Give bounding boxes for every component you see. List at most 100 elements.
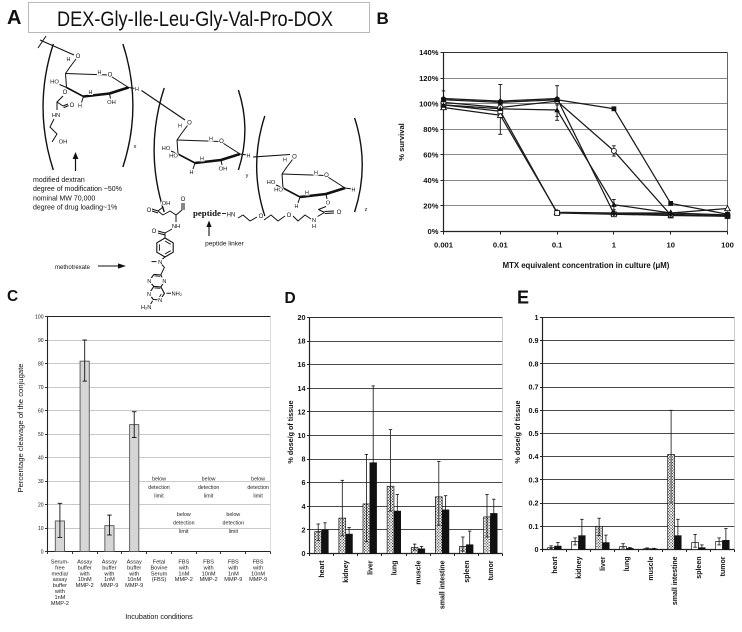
svg-text:0.3: 0.3	[529, 475, 539, 484]
svg-text:O: O	[259, 214, 264, 220]
svg-text:4: 4	[302, 502, 306, 511]
svg-text:with: with	[252, 565, 263, 571]
svg-text:FBS: FBS	[178, 560, 189, 566]
svg-text:FBS: FBS	[253, 560, 264, 566]
svg-text:lung: lung	[391, 561, 398, 576]
svg-text:OH: OH	[219, 167, 228, 173]
svg-text:C: C	[7, 288, 18, 305]
svg-text:O: O	[337, 210, 342, 216]
svg-text:media/: media/	[52, 571, 69, 577]
svg-text:limit: limit	[229, 529, 239, 535]
svg-text:30: 30	[38, 479, 44, 485]
svg-text:O: O	[147, 208, 152, 214]
svg-text:0: 0	[535, 545, 539, 554]
svg-text:0: 0	[41, 549, 44, 555]
svg-text:16: 16	[298, 360, 306, 369]
svg-text:100: 100	[35, 314, 44, 320]
svg-text:0.8: 0.8	[529, 359, 539, 368]
svg-text:HO: HO	[274, 188, 283, 194]
svg-text:degree of drug loading~1%: degree of drug loading~1%	[33, 205, 117, 212]
svg-text:below: below	[226, 512, 240, 518]
svg-text:muscle: muscle	[648, 556, 655, 580]
svg-text:buffer: buffer	[127, 565, 141, 571]
svg-text:N: N	[147, 279, 151, 285]
svg-text:O: O	[219, 139, 224, 145]
svg-text:Incubation conditions: Incubation conditions	[125, 612, 193, 621]
svg-text:20%: 20%	[423, 202, 438, 211]
svg-text:H: H	[305, 191, 309, 197]
svg-text:liver: liver	[600, 556, 607, 571]
svg-text:80%: 80%	[423, 125, 438, 134]
svg-text:liver: liver	[367, 560, 374, 575]
svg-text:10nM: 10nM	[78, 577, 92, 583]
svg-text:NH₂: NH₂	[172, 292, 183, 298]
svg-text:0.7: 0.7	[529, 383, 539, 392]
svg-text:buffer: buffer	[78, 565, 92, 571]
svg-text:0.001: 0.001	[434, 241, 454, 250]
svg-text:90: 90	[38, 338, 44, 344]
svg-text:kidney: kidney	[576, 556, 583, 578]
svg-text:0.6: 0.6	[529, 406, 539, 415]
svg-text:HN: HN	[52, 113, 60, 119]
svg-text:% dose/g of tissue: % dose/g of tissue	[513, 400, 522, 463]
svg-text:tumor: tumor	[720, 556, 727, 576]
svg-text:Assay: Assay	[102, 560, 117, 566]
svg-text:O: O	[324, 173, 329, 179]
svg-text:with: with	[203, 565, 214, 571]
svg-text:small intestine: small intestine	[440, 560, 447, 609]
svg-text:H: H	[98, 70, 102, 76]
svg-text:B: B	[377, 9, 389, 28]
svg-text:N: N	[162, 279, 166, 285]
svg-text:with: with	[178, 565, 189, 571]
svg-text:H: H	[295, 204, 299, 210]
svg-text:Assay: Assay	[127, 560, 142, 566]
svg-text:z: z	[365, 207, 368, 213]
svg-text:peptide linker: peptide linker	[205, 241, 244, 248]
svg-text:O: O	[108, 73, 113, 79]
svg-text:0.01: 0.01	[493, 241, 509, 250]
svg-text:OH: OH	[59, 140, 68, 146]
svg-text:H: H	[67, 57, 71, 63]
svg-text:H: H	[178, 124, 182, 130]
svg-text:modified dextran: modified dextran	[33, 177, 85, 184]
svg-text:1: 1	[612, 241, 617, 250]
svg-text:x: x	[134, 144, 137, 150]
svg-text:limit: limit	[253, 494, 263, 500]
svg-text:60: 60	[38, 408, 44, 414]
svg-text:Fetal: Fetal	[153, 560, 165, 566]
svg-text:y: y	[246, 173, 249, 179]
svg-text:below: below	[177, 512, 191, 518]
svg-text:detection: detection	[148, 485, 170, 491]
svg-text:with: with	[54, 589, 65, 595]
svg-text:with: with	[128, 571, 139, 577]
svg-text:H: H	[78, 104, 82, 110]
svg-text:below: below	[202, 477, 216, 483]
svg-text:NH: NH	[172, 224, 180, 230]
svg-text:% survival: % survival	[397, 123, 406, 161]
svg-text:20: 20	[298, 313, 306, 322]
svg-text:buffer: buffer	[102, 565, 116, 571]
svg-text:40%: 40%	[423, 176, 438, 185]
svg-text:below: below	[251, 477, 265, 483]
svg-text:degree of modification ~50%: degree of modification ~50%	[33, 186, 122, 193]
svg-text:H: H	[247, 154, 251, 160]
svg-text:O: O	[181, 197, 186, 203]
svg-text:OH: OH	[162, 201, 171, 207]
svg-text:O: O	[187, 121, 192, 127]
svg-text:0.1: 0.1	[529, 522, 539, 531]
svg-text:heart: heart	[319, 560, 326, 578]
svg-text:N: N	[158, 298, 162, 304]
svg-text:10: 10	[666, 241, 674, 250]
svg-text:1: 1	[535, 313, 539, 322]
svg-text:OH: OH	[107, 100, 116, 106]
svg-text:HN: HN	[227, 213, 236, 219]
svg-text:H: H	[352, 188, 356, 194]
svg-text:140%: 140%	[419, 48, 439, 57]
svg-text:10nM: 10nM	[202, 571, 216, 577]
svg-text:HO: HO	[162, 146, 171, 152]
svg-text:O: O	[70, 103, 75, 109]
svg-text:10: 10	[38, 526, 44, 532]
svg-text:methotrexate: methotrexate	[55, 265, 91, 271]
svg-text:20: 20	[38, 502, 44, 508]
svg-text:120%: 120%	[419, 74, 439, 83]
